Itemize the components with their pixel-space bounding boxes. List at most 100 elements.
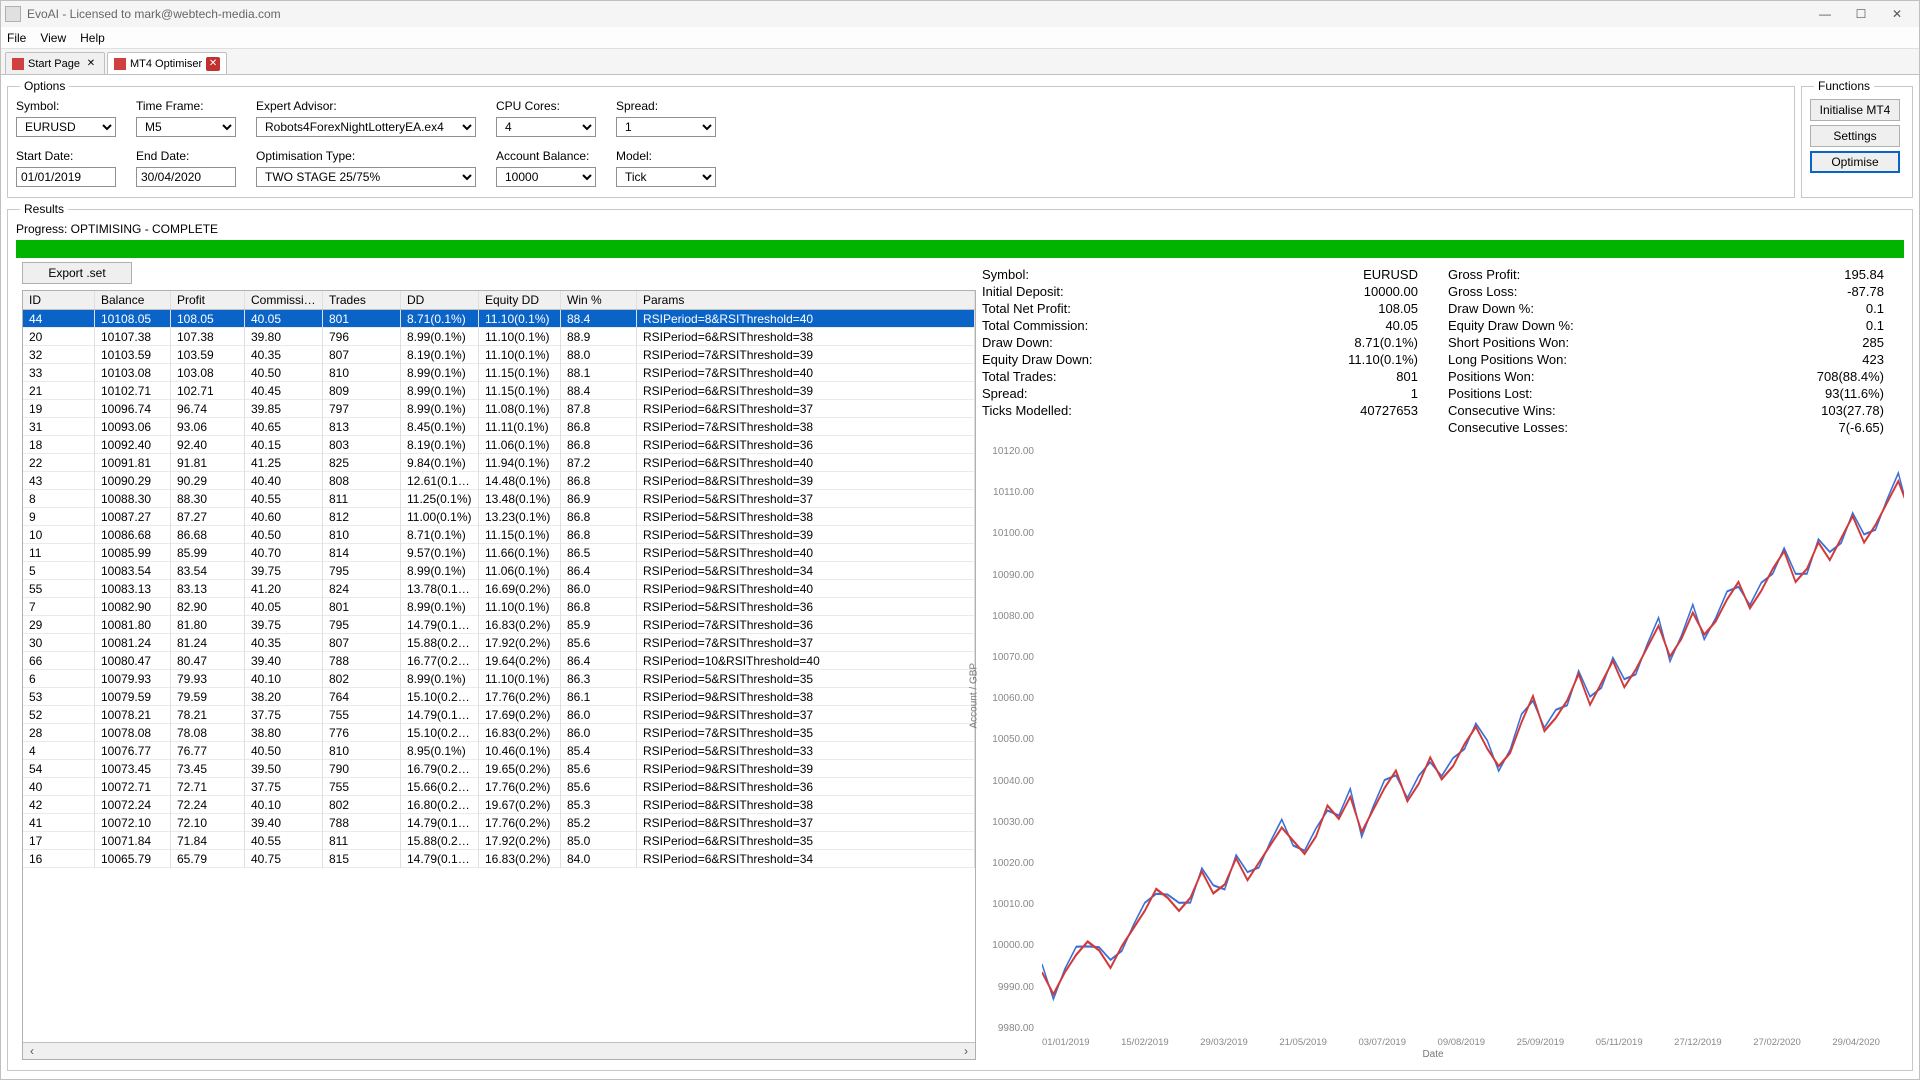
table-row[interactable]: 1910096.7496.7439.857978.99(0.1%)11.08(0… — [23, 400, 975, 418]
tab-optimiser-close-icon[interactable]: ✕ — [206, 57, 220, 71]
table-cell: 93.06 — [171, 418, 245, 436]
col-equity-dd[interactable]: Equity DD — [479, 291, 561, 309]
table-cell: 795 — [323, 562, 401, 580]
horizontal-scrollbar[interactable]: ‹ › — [23, 1042, 975, 1059]
cpu-select[interactable]: 4 — [496, 117, 596, 137]
table-cell: 29 — [23, 616, 95, 634]
settings-button[interactable]: Settings — [1810, 125, 1900, 147]
table-row[interactable]: 4410108.05108.0540.058018.71(0.1%)11.10(… — [23, 310, 975, 328]
window-title: EvoAI - Licensed to mark@webtech-media.c… — [27, 7, 1807, 21]
col-id[interactable]: ID — [23, 291, 95, 309]
symbol-label: Symbol: — [16, 99, 116, 113]
table-row[interactable]: 4310090.2990.2940.4080812.61(0.1%)14.48(… — [23, 472, 975, 490]
table-row[interactable]: 2210091.8191.8141.258259.84(0.1%)11.94(0… — [23, 454, 975, 472]
table-cell: 790 — [323, 760, 401, 778]
close-button[interactable]: ✕ — [1879, 1, 1915, 27]
table-row[interactable]: 1710071.8471.8440.5581115.88(0.2%)17.92(… — [23, 832, 975, 850]
table-cell: 10081.24 — [95, 634, 171, 652]
table-row[interactable]: 1810092.4092.4040.158038.19(0.1%)11.06(0… — [23, 436, 975, 454]
table-row[interactable]: 3310103.08103.0840.508108.99(0.1%)11.15(… — [23, 364, 975, 382]
optimise-button[interactable]: Optimise — [1810, 151, 1900, 173]
app-icon — [5, 6, 21, 22]
spread-select[interactable]: 1 — [616, 117, 716, 137]
maximize-button[interactable]: ☐ — [1843, 1, 1879, 27]
menu-help[interactable]: Help — [80, 31, 105, 45]
table-row[interactable]: 3210103.59103.5940.358078.19(0.1%)11.10(… — [23, 346, 975, 364]
table-cell: 810 — [323, 742, 401, 760]
symbol-select[interactable]: EURUSD — [16, 117, 116, 137]
table-row[interactable]: 410076.7776.7740.508108.95(0.1%)10.46(0.… — [23, 742, 975, 760]
table-cell: 16.83(0.2%) — [479, 616, 561, 634]
col-commission[interactable]: Commission — [245, 291, 323, 309]
stat-row: Equity Draw Down:11.10(0.1%) — [982, 351, 1418, 368]
table-row[interactable]: 5510083.1383.1341.2082413.78(0.1%)16.69(… — [23, 580, 975, 598]
col-profit[interactable]: Profit — [171, 291, 245, 309]
table-row[interactable]: 710082.9082.9040.058018.99(0.1%)11.10(0.… — [23, 598, 975, 616]
minimize-button[interactable]: — — [1807, 1, 1843, 27]
timeframe-select[interactable]: M5 — [136, 117, 236, 137]
tab-start-close-icon[interactable]: ✕ — [84, 57, 98, 71]
table-cell: 812 — [323, 508, 401, 526]
options-panel: Options Symbol: EURUSD Start Date: Time … — [7, 79, 1795, 198]
table-row[interactable]: 810088.3088.3040.5581111.25(0.1%)13.48(0… — [23, 490, 975, 508]
table-cell: 85.0 — [561, 832, 637, 850]
stat-label: Draw Down: — [982, 334, 1053, 351]
col-balance[interactable]: Balance — [95, 291, 171, 309]
table-cell: 40 — [23, 778, 95, 796]
col-trades[interactable]: Trades — [323, 291, 401, 309]
table-row[interactable]: 3110093.0693.0640.658138.45(0.1%)11.11(0… — [23, 418, 975, 436]
tab-mt4-optimiser[interactable]: MT4 Optimiser ✕ — [107, 52, 227, 74]
col-params[interactable]: Params — [637, 291, 975, 309]
table-row[interactable]: 6610080.4780.4739.4078816.77(0.2%)19.64(… — [23, 652, 975, 670]
opt-type-select[interactable]: TWO STAGE 25/75% — [256, 167, 476, 187]
col-dd[interactable]: DD — [401, 291, 479, 309]
scroll-left-icon[interactable]: ‹ — [25, 1044, 39, 1058]
table-row[interactable]: 4210072.2472.2440.1080216.80(0.2%)19.67(… — [23, 796, 975, 814]
model-select[interactable]: Tick — [616, 167, 716, 187]
table-cell: 40.40 — [245, 472, 323, 490]
table-row[interactable]: 5210078.2178.2137.7575514.79(0.1%)17.69(… — [23, 706, 975, 724]
table-row[interactable]: 1610065.7965.7940.7581514.79(0.1%)16.83(… — [23, 850, 975, 868]
scroll-right-icon[interactable]: › — [959, 1044, 973, 1058]
table-row[interactable]: 2110102.71102.7140.458098.99(0.1%)11.15(… — [23, 382, 975, 400]
table-row[interactable]: 2910081.8081.8039.7579514.79(0.1%)16.83(… — [23, 616, 975, 634]
initialise-mt4-button[interactable]: Initialise MT4 — [1810, 99, 1900, 121]
table-row[interactable]: 1010086.6886.6840.508108.71(0.1%)11.15(0… — [23, 526, 975, 544]
table-row[interactable]: 3010081.2481.2440.3580715.88(0.2%)17.92(… — [23, 634, 975, 652]
stat-value: 11.10(0.1%) — [1348, 351, 1418, 368]
tab-start-page[interactable]: Start Page ✕ — [5, 52, 105, 74]
end-date-input[interactable] — [136, 167, 236, 187]
stat-row: Short Positions Won:285 — [1448, 334, 1884, 351]
table-cell: 810 — [323, 526, 401, 544]
table-row[interactable]: 5410073.4573.4539.5079016.79(0.2%)19.65(… — [23, 760, 975, 778]
table-row[interactable]: 2810078.0878.0838.8077615.10(0.2%)16.83(… — [23, 724, 975, 742]
table-row[interactable]: 510083.5483.5439.757958.99(0.1%)11.06(0.… — [23, 562, 975, 580]
export-set-button[interactable]: Export .set — [22, 262, 132, 284]
menu-view[interactable]: View — [40, 31, 66, 45]
table-cell: 40.35 — [245, 346, 323, 364]
table-row[interactable]: 1110085.9985.9940.708149.57(0.1%)11.66(0… — [23, 544, 975, 562]
table-cell: 10078.08 — [95, 724, 171, 742]
col-win[interactable]: Win % — [561, 291, 637, 309]
table-row[interactable]: 4010072.7172.7137.7575515.66(0.2%)17.76(… — [23, 778, 975, 796]
options-legend: Options — [20, 79, 69, 93]
start-date-input[interactable] — [16, 167, 116, 187]
table-cell: 40.50 — [245, 526, 323, 544]
table-row[interactable]: 610079.9379.9340.108028.99(0.1%)11.10(0.… — [23, 670, 975, 688]
table-body[interactable]: 4410108.05108.0540.058018.71(0.1%)11.10(… — [23, 310, 975, 1042]
expert-select[interactable]: Robots4ForexNightLotteryEA.ex4 — [256, 117, 476, 137]
table-row[interactable]: 5310079.5979.5938.2076415.10(0.2%)17.76(… — [23, 688, 975, 706]
table-cell: 10073.45 — [95, 760, 171, 778]
stat-value: 7(-6.65) — [1838, 419, 1884, 436]
table-cell: 17.92(0.2%) — [479, 832, 561, 850]
menu-file[interactable]: File — [7, 31, 26, 45]
end-date-label: End Date: — [136, 149, 236, 163]
table-row[interactable]: 2010107.38107.3839.807968.99(0.1%)11.10(… — [23, 328, 975, 346]
stat-row: Total Commission:40.05 — [982, 317, 1418, 334]
table-row[interactable]: 910087.2787.2740.6081211.00(0.1%)13.23(0… — [23, 508, 975, 526]
progress-text: Progress: OPTIMISING - COMPLETE — [16, 222, 1904, 236]
balance-select[interactable]: 10000 — [496, 167, 596, 187]
table-cell: RSIPeriod=5&RSIThreshold=34 — [637, 562, 975, 580]
table-row[interactable]: 4110072.1072.1039.4078814.79(0.1%)17.76(… — [23, 814, 975, 832]
table-cell: 40.05 — [245, 598, 323, 616]
